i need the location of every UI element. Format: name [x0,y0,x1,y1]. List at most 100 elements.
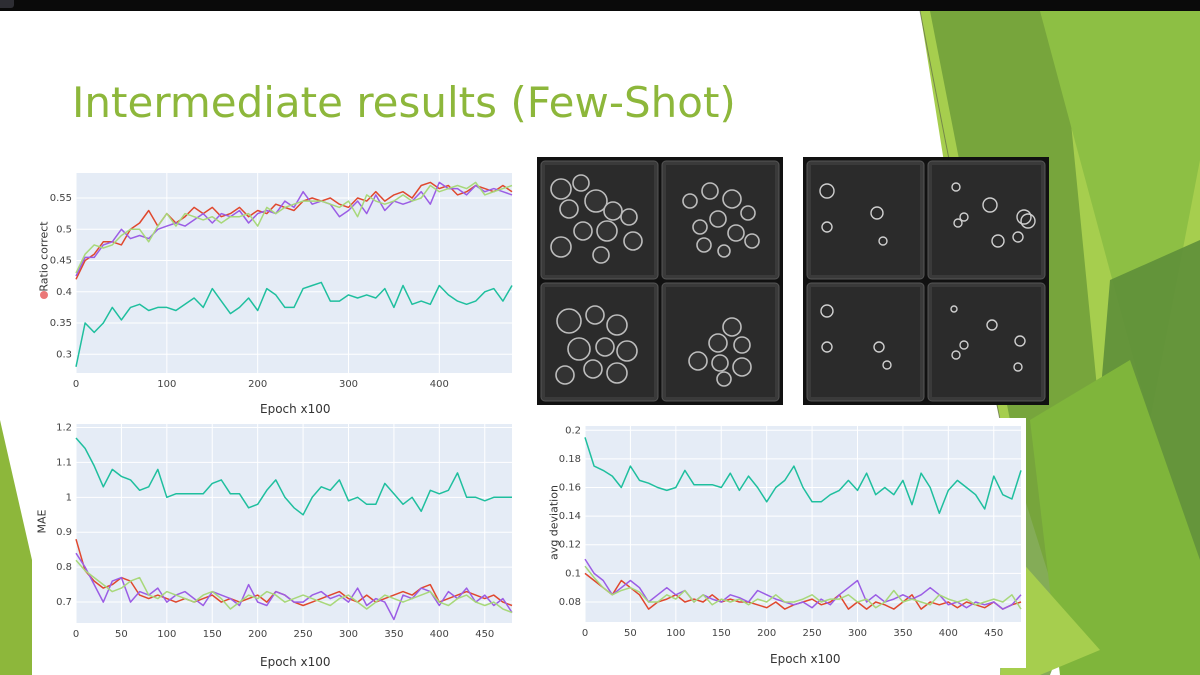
mask-circle [821,221,833,233]
x-tick-label: 200 [248,379,267,390]
cell-outline [727,224,745,242]
deco-shape-lower [1030,360,1200,675]
x-tick-label: 0 [73,629,79,640]
x-tick-label: 350 [384,629,403,640]
x-tick-label: 400 [430,379,449,390]
x-tick-label: 50 [115,629,128,640]
cell-outline [722,189,742,209]
y-tick-label: 0.3 [56,349,72,360]
cell-outline [550,178,572,200]
segmented-cells-image [537,157,783,405]
window-corner-tab [0,0,14,8]
mask-circle [1014,335,1026,347]
mask-circle [873,341,885,353]
mask-circle [959,340,969,350]
cell-outline [692,219,708,235]
cell-outline [696,237,712,253]
x-tick-label: 450 [475,629,494,640]
mask-circle [882,360,892,370]
series-line-3 [75,181,513,277]
tile-inner [932,287,1041,397]
cell-outline [717,244,731,258]
x-tick-label: 100 [157,629,176,640]
cell-outline [550,236,572,258]
cell-outline [573,221,593,241]
cell-outline [682,193,698,209]
window-top-bar [0,0,1200,11]
y-tick-label: 0.16 [559,483,581,494]
x-tick-label: 450 [984,628,1003,639]
cell-outline [556,308,582,334]
x-tick-label: 200 [757,628,776,639]
cell-outline [592,246,610,264]
cell-outline [709,210,727,228]
cell-outline [620,208,638,226]
cell-outline [583,359,603,379]
x-tick-label: 0 [582,628,588,639]
series-line-1 [584,437,1022,515]
cell-outline [733,336,751,354]
mae-plot: 0 50 100 150 200 250 300 350 400 450 0.7 0.8 0.9 1 1.1… [56,422,513,640]
series-line-1 [75,437,512,516]
y-tick-label: 0.45 [50,256,72,267]
cell-outline [567,337,591,361]
ratio-correct-chart: 0 100 200 300 400 0.3 0.35 0.4 0.45 0.5 0.55 Epoch… [32,160,517,420]
mae-y-axis-label: MAE [35,509,49,534]
mask-circle [959,212,969,222]
cell-outline [572,174,590,192]
ratio-y-axis-label: Ratio correct [37,221,51,292]
mask-circle [821,341,833,353]
y-tick-label: 0.55 [50,193,72,204]
mask-circle [1020,213,1036,229]
avg-deviation-plot: 0 50 100 150 200 250 300 350 400 450 0.08 0.1 0.12 0.… [559,425,1022,639]
cell-outline [708,333,728,353]
avgdev-y-axis-label: avg deviation [547,485,561,560]
cell-outline [716,371,732,387]
plot-area [585,426,1021,622]
y-tick-label: 0.5 [56,224,72,235]
cell-outline [744,233,760,249]
cell-outline [688,351,708,371]
x-tick-label: 150 [203,629,222,640]
cell-outline [584,189,608,213]
x-tick-label: 300 [848,628,867,639]
y-tick-label: 0.7 [56,597,72,608]
y-tick-label: 0.18 [559,454,581,465]
tile-inner [811,165,920,275]
mask-circle [1016,209,1032,225]
cell-outline [732,357,752,377]
cell-outline [711,354,729,372]
y-tick-label: 0.2 [565,425,581,436]
y-tick-label: 0.14 [559,511,581,522]
series-line-4 [584,565,1022,610]
y-tick-label: 1.1 [56,457,72,468]
mask-circle [1012,231,1024,243]
panel-drawing [540,160,780,402]
series-line-3 [584,558,1022,610]
x-tick-label: 400 [939,628,958,639]
y-tick-label: 1 [66,492,72,503]
mask-circle [951,182,961,192]
cell-outline [606,314,628,336]
mask-circle [878,236,888,246]
mask-circle [870,206,884,220]
y-tick-label: 0.8 [56,562,72,573]
cell-outline [555,365,575,385]
x-tick-label: 50 [624,628,637,639]
y-tick-label: 0.12 [559,540,581,551]
series-line-4 [75,181,513,274]
mae-x-axis-label: Epoch x100 [260,655,331,669]
cell-outline [595,337,615,357]
avg-deviation-chart: 0 50 100 150 200 250 300 350 400 450 0.08 0.1 0.12 0.… [540,418,1026,668]
x-tick-label: 0 [73,379,79,390]
x-tick-label: 100 [666,628,685,639]
cell-outline [722,317,742,337]
mask-circle [819,183,835,199]
x-tick-label: 300 [339,379,358,390]
y-tick-label: 1.2 [56,422,72,433]
x-tick-label: 200 [248,629,267,640]
y-tick-label: 0.9 [56,527,72,538]
avgdev-x-axis-label: Epoch x100 [770,652,841,666]
series-line-4 [75,559,513,614]
x-tick-label: 350 [893,628,912,639]
